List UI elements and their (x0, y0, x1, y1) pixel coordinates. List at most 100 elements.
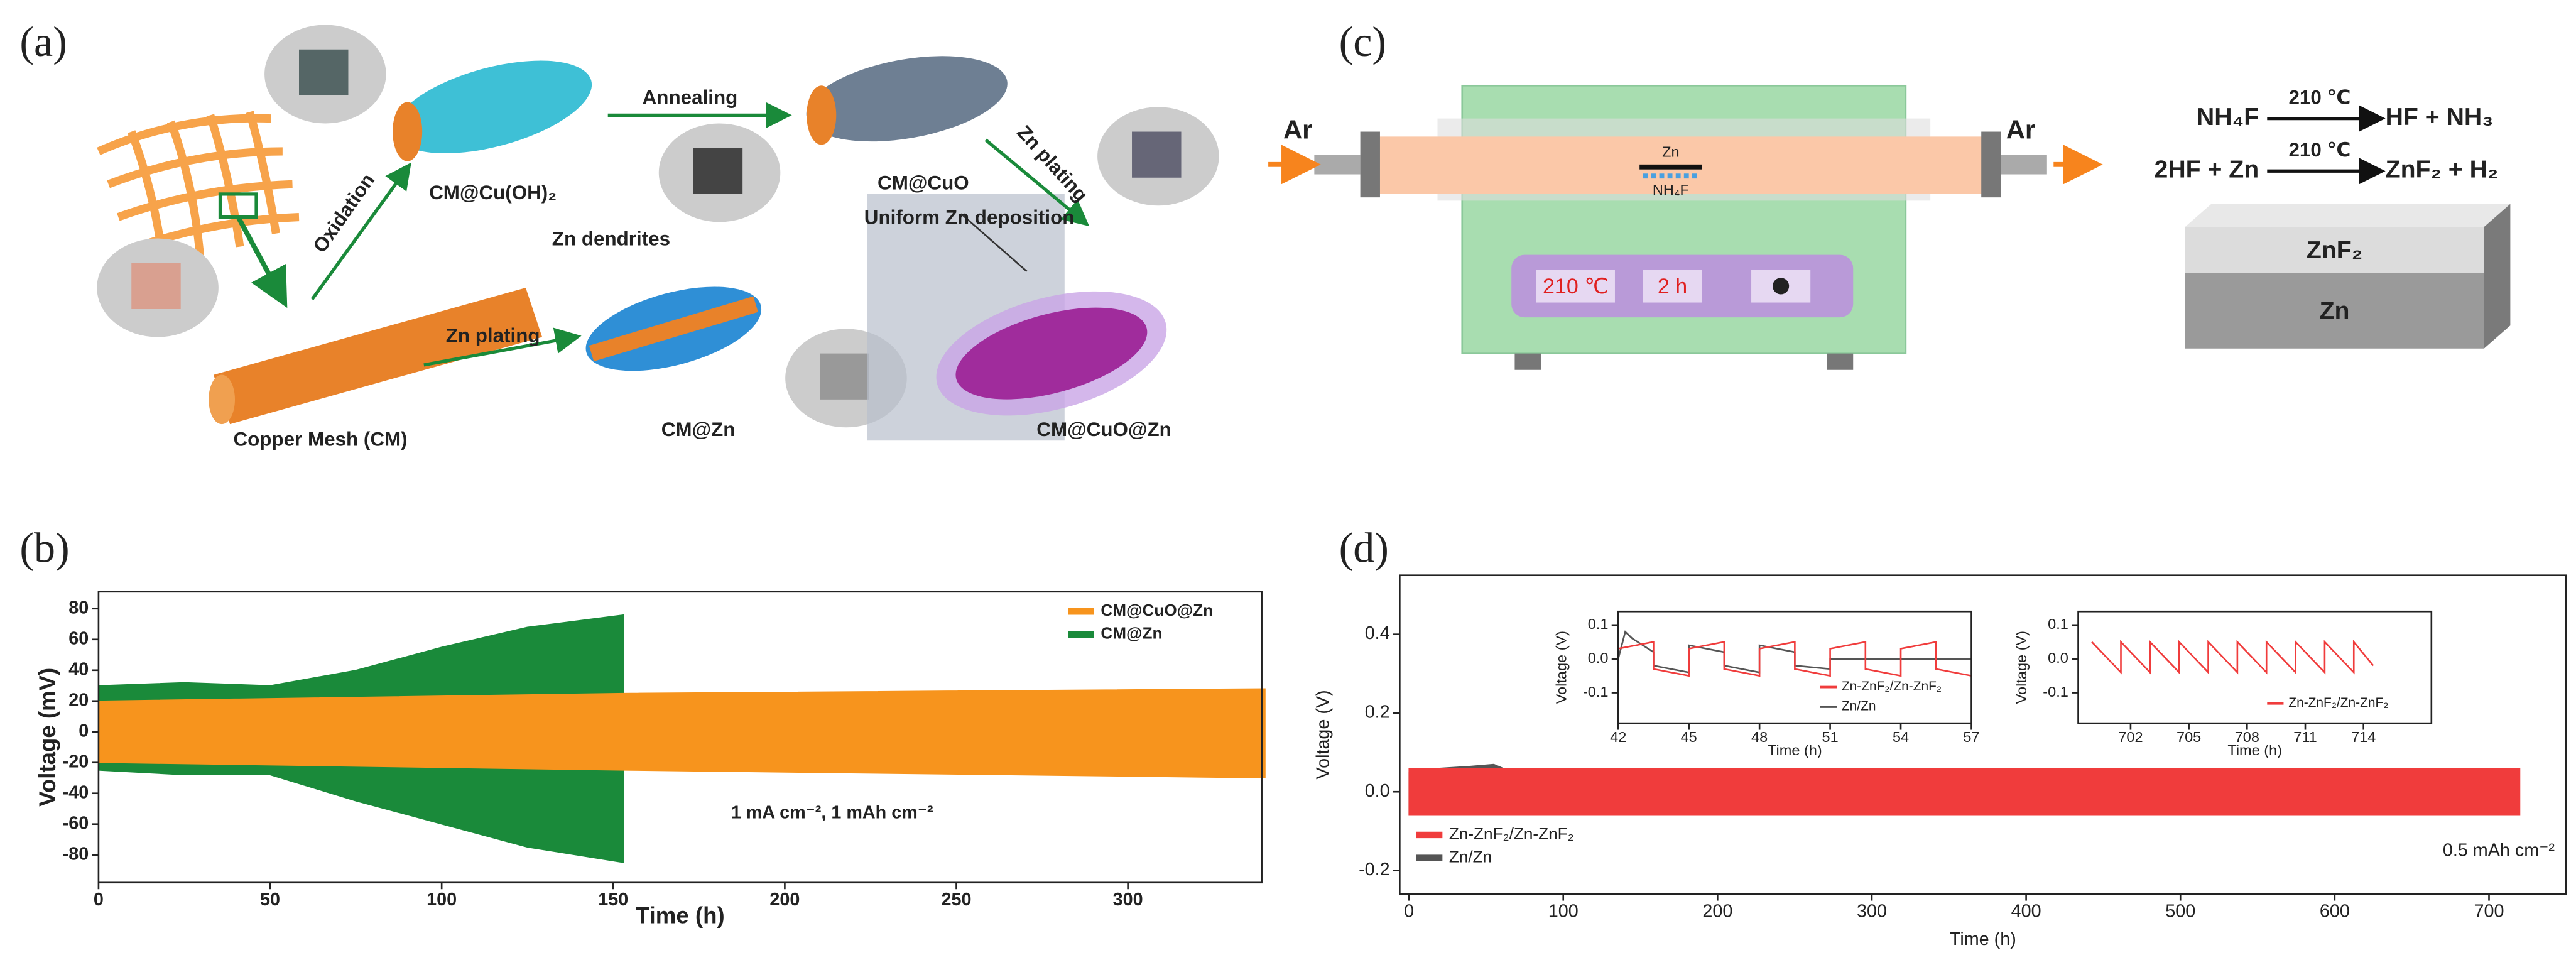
x-tick-label: 100 (1548, 901, 1579, 921)
panel-label: (a) (19, 18, 67, 65)
x-axis-label: Time (h) (1768, 742, 1822, 758)
y-tick-label: -40 (63, 782, 89, 802)
x-tick-label: 50 (260, 890, 280, 910)
label: NH₄F (1653, 182, 1689, 198)
annotation: 1 mA cm⁻², 1 mAh cm⁻² (731, 803, 933, 823)
label: CM@CuO@Zn (1036, 418, 1171, 440)
reaction-condition: 210 ℃ (2288, 139, 2350, 161)
y-tick-label: 0.1 (2048, 616, 2068, 632)
legend-label: Zn-ZnF₂/Zn-ZnF₂ (1449, 824, 1574, 843)
arrow (423, 327, 582, 367)
y-tick-label: 60 (68, 628, 89, 648)
x-tick-label: 200 (1702, 901, 1732, 921)
x-tick-label: 0 (1404, 901, 1414, 921)
photo-sample (131, 263, 181, 309)
x-tick-label: 600 (2320, 901, 2350, 921)
reaction-condition: 210 ℃ (2288, 87, 2350, 109)
zn-sample (1639, 164, 1702, 170)
x-tick-label: 714 (2351, 729, 2376, 745)
y-tick-label: 0.2 (1365, 702, 1390, 723)
y-axis-label: Voltage (V) (1553, 631, 1569, 704)
x-tick-label: 711 (2293, 729, 2317, 745)
x-tick-label: 500 (2165, 901, 2195, 921)
plot-frame (2077, 610, 2433, 724)
plot-frame (1617, 610, 1972, 724)
y-tick-label: -0.1 (1583, 684, 1609, 700)
x-tick-label: 57 (1963, 729, 1979, 745)
x-axis-label: Time (h) (1950, 929, 2016, 949)
label: Uniform Zn deposition (864, 206, 1075, 228)
cylinder (214, 287, 543, 425)
reaction-left: NH₄F (2197, 103, 2259, 131)
label: Zn (2320, 297, 2350, 325)
legend-label: Zn/Zn (1842, 699, 1876, 713)
y-tick-label: 80 (68, 597, 89, 618)
x-tick-label: 0 (94, 890, 104, 910)
label: Zn dendrites (552, 227, 670, 249)
label: Zn plating (446, 325, 540, 347)
label: Annealing (643, 87, 738, 109)
brush-cuoh2 (393, 60, 592, 161)
charts: 0 50 100 150 200 250 300 -80 -60 -40 -20 0 20 40 60 80 C… (35, 574, 2567, 949)
x-tick-label: 200 (769, 890, 800, 910)
arrow (984, 138, 1090, 227)
y-tick-label: 0.0 (2048, 650, 2068, 666)
gas-port (1314, 155, 1361, 175)
panel-label: (c) (1339, 18, 1386, 65)
y-tick-label: 20 (68, 690, 89, 710)
block-top (2185, 204, 2511, 227)
y-tick-label: 0.0 (1588, 650, 1609, 666)
legend-label: CM@Zn (1101, 624, 1162, 643)
foot (1514, 353, 1541, 370)
label: ZnF₂ (2307, 236, 2362, 264)
layer-znf2 (2185, 227, 2484, 273)
display (1643, 270, 1702, 303)
label: Copper Mesh (CM) (233, 428, 407, 450)
envelope (98, 688, 1266, 778)
label: CM@Zn (661, 418, 736, 440)
y-axis-label: Voltage (V) (2013, 631, 2030, 704)
end-cap (1360, 131, 1380, 198)
label: CM@Cu(OH)₂ (429, 182, 557, 204)
x-tick-label: 48 (1751, 729, 1768, 745)
arrow (236, 215, 288, 308)
x-tick-label: 150 (598, 890, 628, 910)
y-axis-label: Voltage (mV) (35, 668, 60, 807)
x-tick-label: 708 (2235, 729, 2259, 745)
x-tick-label: 42 (1610, 729, 1626, 745)
x-tick-label: 250 (942, 890, 972, 910)
x-tick-label: 700 (2474, 901, 2504, 921)
layer-zn (2185, 273, 2484, 349)
label: Zn (1662, 144, 1679, 160)
legend-label: Zn/Zn (1449, 847, 1492, 866)
x-tick-label: 51 (1822, 729, 1839, 745)
button-dot (1773, 278, 1790, 295)
y-tick-label: 0.4 (1365, 623, 1390, 643)
label: Oxidation (309, 170, 379, 257)
y-tick-label: 40 (68, 659, 89, 679)
gas-port (2001, 155, 2047, 175)
foot (1827, 353, 1854, 370)
end-cap (1981, 131, 2001, 198)
legend-label: Zn-ZnF₂/Zn-ZnF₂ (1842, 679, 1942, 694)
label: 210 ℃ (1543, 275, 1608, 298)
x-tick-label: 300 (1857, 901, 1887, 921)
plot-frame (97, 591, 1263, 884)
reaction-right: ZnF₂ + H₂ (2386, 156, 2499, 183)
line (2091, 640, 2374, 675)
brush-cuo (806, 56, 1008, 145)
y-tick-label: -0.1 (2043, 684, 2068, 700)
annotation: 0.5 mAh cm⁻² (2443, 841, 2555, 861)
x-tick-label: 100 (427, 890, 457, 910)
x-axis-label: Time (h) (636, 902, 725, 928)
panel-a: Annealing Oxidation Zn plating Zn platin… (97, 25, 1219, 450)
panel-c: Ar Ar Zn NH₄F 210 ℃ 2 h NH₄F 210 ℃ HF + … (1268, 84, 2511, 370)
plot-frame (1399, 574, 2567, 895)
photo-sample (1132, 131, 1182, 178)
label: Zn plating (1013, 121, 1092, 206)
panel-label: (d) (1339, 524, 1389, 572)
reaction-left: 2HF + Zn (2155, 156, 2259, 183)
x-tick-label: 702 (2118, 729, 2143, 745)
reaction-right: HF + NH₃ (2386, 103, 2494, 131)
